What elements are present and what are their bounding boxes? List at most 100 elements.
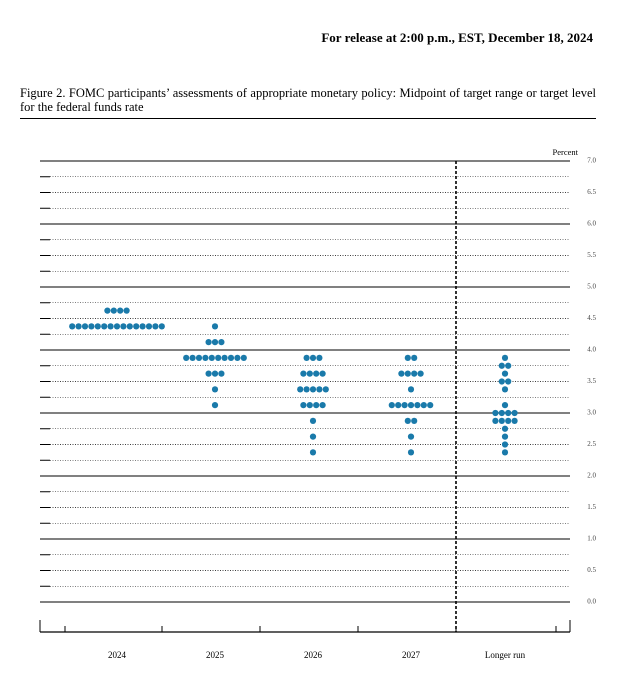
dot	[309, 449, 317, 456]
dot	[407, 402, 415, 409]
dot	[395, 402, 402, 409]
dot	[404, 354, 411, 361]
dot	[152, 323, 159, 330]
y-tick-label: 0.5	[587, 566, 596, 574]
release-note: For release at 2:00 p.m., EST, December …	[321, 30, 593, 45]
dot	[211, 323, 219, 330]
dot	[215, 354, 222, 361]
dot	[202, 354, 209, 361]
dot	[123, 307, 130, 314]
dot	[205, 339, 212, 346]
dot	[227, 354, 235, 361]
dot	[501, 386, 509, 393]
dot	[414, 402, 421, 409]
dot	[208, 354, 215, 361]
dot	[107, 323, 114, 330]
dot	[195, 354, 203, 361]
dot	[211, 402, 219, 409]
dot	[492, 409, 499, 417]
dot	[498, 417, 505, 424]
dot	[401, 402, 408, 409]
dot	[300, 402, 307, 409]
dot	[505, 378, 512, 385]
dot	[145, 323, 153, 330]
dot	[211, 370, 219, 377]
dot	[104, 307, 111, 314]
dot	[158, 323, 165, 330]
dot	[183, 354, 190, 361]
x-tick-label: 2025	[206, 650, 225, 660]
dot	[319, 370, 326, 377]
y-tick-label: 5.0	[587, 283, 596, 291]
dot	[306, 370, 313, 377]
dot	[505, 362, 512, 369]
dot	[221, 354, 228, 361]
dot	[407, 433, 415, 440]
dot	[498, 409, 505, 417]
y-tick-label: 6.0	[587, 220, 596, 228]
y-tick-label: 1.5	[587, 503, 596, 511]
dot	[309, 386, 317, 393]
dot	[309, 433, 317, 440]
dot	[498, 378, 505, 385]
y-tick-label: 2.5	[587, 440, 596, 448]
dot	[110, 307, 117, 314]
dot	[303, 354, 310, 361]
dot	[505, 409, 512, 417]
dot	[313, 370, 320, 377]
dot	[505, 417, 512, 424]
dot	[211, 339, 219, 346]
dot	[316, 354, 323, 361]
dot	[501, 425, 509, 432]
y-tick-label: 3.0	[587, 409, 596, 417]
x-tick-label: Longer run	[485, 650, 526, 660]
dot	[404, 370, 411, 377]
y-tick-label: 3.5	[587, 377, 596, 385]
dot	[501, 441, 509, 448]
dot	[94, 323, 101, 330]
dot	[75, 323, 82, 330]
x-tick-label: 2024	[108, 650, 127, 660]
dot	[420, 402, 427, 409]
dot	[309, 354, 317, 361]
dot	[81, 323, 89, 330]
dot	[303, 386, 310, 393]
dot	[117, 307, 124, 314]
dot	[69, 323, 76, 330]
y-tick-label: 5.5	[587, 251, 596, 259]
dot	[101, 323, 108, 330]
dot	[313, 402, 320, 409]
dot	[113, 323, 121, 330]
dot	[501, 370, 509, 377]
dot	[126, 323, 133, 330]
y-tick-label: 1.0	[587, 535, 596, 543]
x-tick-label: 2026	[304, 650, 323, 660]
dot	[218, 339, 225, 346]
dot	[411, 370, 418, 377]
dot	[240, 354, 247, 361]
dot	[427, 402, 434, 409]
dot	[120, 323, 127, 330]
dot	[189, 354, 196, 361]
dot	[511, 417, 518, 424]
x-tick-label: 2027	[402, 650, 421, 660]
dot	[411, 354, 418, 361]
dot	[133, 323, 140, 330]
dot	[498, 362, 505, 369]
dot	[300, 370, 307, 377]
dot	[492, 417, 499, 424]
y-tick-label: 7.0	[587, 157, 596, 165]
dot	[407, 386, 415, 393]
dot	[319, 402, 326, 409]
dot	[234, 354, 241, 361]
dot	[501, 449, 509, 456]
dot	[218, 370, 225, 377]
y-tick-label: 2.0	[587, 472, 596, 480]
y-tick-label: 0.0	[587, 598, 596, 606]
dot	[297, 386, 304, 393]
dot	[407, 449, 415, 456]
dot	[139, 323, 146, 330]
dot	[205, 370, 212, 377]
